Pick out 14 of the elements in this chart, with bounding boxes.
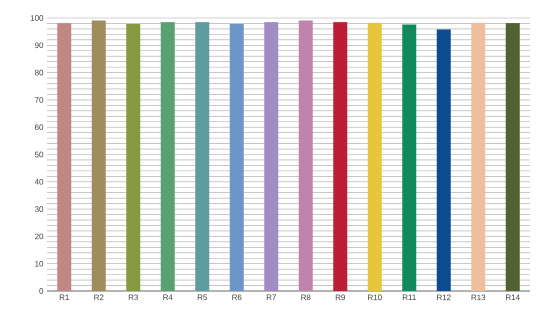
bar — [57, 23, 72, 291]
bar — [92, 20, 106, 291]
bar — [230, 24, 244, 291]
bar — [402, 24, 416, 291]
bar — [436, 29, 451, 291]
bar — [471, 22, 486, 291]
bar — [195, 22, 210, 291]
bar — [264, 22, 278, 291]
bar — [333, 22, 348, 291]
bar — [126, 24, 140, 291]
bar — [298, 20, 313, 291]
bar — [368, 22, 382, 291]
bar — [506, 23, 520, 291]
bar — [160, 22, 175, 291]
